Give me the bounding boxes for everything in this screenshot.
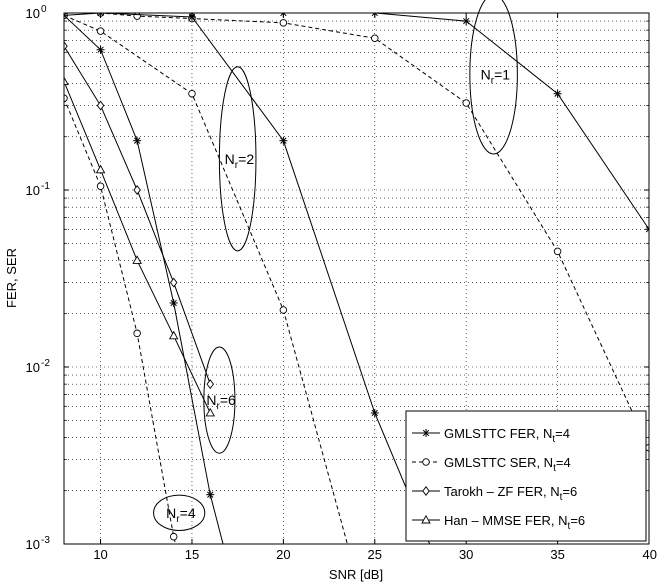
y-tick-label: 10 (26, 537, 40, 552)
series-1-point-marker (553, 247, 562, 256)
legend-marker-2 (422, 486, 430, 496)
series-0-point-marker (279, 13, 288, 17)
series-1-point-marker (462, 99, 470, 107)
series-1-point-marker (279, 19, 288, 27)
legend-label-2: Tarokh – ZF FER, Nt=6 (444, 484, 577, 503)
annotations: Nr=1 Nr=2 Nr=6 Nr=4 (153, 0, 518, 532)
plot-frame (63, 12, 650, 545)
series-7-point-marker (64, 76, 69, 85)
legend-label-3: Han – MMSE FER, Nt=6 (444, 513, 585, 532)
y-tick-exponent: 0 (41, 4, 47, 15)
group-ellipse-3 (153, 494, 206, 532)
series-1-point-marker (371, 34, 379, 43)
series-3-point-marker (188, 89, 196, 98)
y-axis-title: FER, SER (4, 248, 19, 308)
series-0-point-marker (462, 17, 471, 26)
series-0-point-marker (553, 89, 562, 98)
series-7-point-marker (132, 255, 142, 264)
group-label-3: Nr=4 (166, 505, 196, 525)
legend: GMLSTTC FER, Nt=4 GMLSTTC SER, Nt=4 Tarokh… (405, 410, 647, 542)
x-tick-label: 20 (276, 547, 290, 562)
series-6-point-marker (96, 100, 105, 111)
series-2-point-marker (187, 13, 196, 21)
y-tick-label: 10 (26, 360, 40, 375)
group-ellipse-1 (218, 66, 257, 252)
series-2-point-marker (370, 408, 379, 417)
y-tick-exponent: -2 (41, 358, 50, 369)
x-tick-label: 25 (368, 547, 382, 562)
x-tick-label: 40 (643, 547, 657, 562)
y-tick-label: 10 (26, 183, 40, 198)
series-0-point-marker (645, 225, 649, 234)
series-2-point-marker (96, 13, 105, 17)
x-axis-title: SNR [dB] (329, 567, 383, 582)
series-6-point-marker (169, 277, 178, 288)
legend-marker-3 (421, 514, 431, 524)
legend-box (405, 410, 647, 542)
series-7-point-marker (168, 330, 179, 340)
group-label-1: Nr=2 (225, 151, 255, 171)
x-tick-label: 35 (550, 547, 564, 562)
group-ellipse-0 (469, 0, 518, 155)
legend-label-0: GMLSTTC FER, Nt=4 (444, 426, 570, 445)
series-5-point-marker (96, 182, 105, 190)
series-5-point-marker (133, 329, 141, 338)
series-line-4 (64, 14, 224, 544)
x-tick-label: 15 (185, 547, 199, 562)
series-4-point-marker (206, 490, 215, 499)
legend-marker-0 (422, 429, 430, 437)
series-7-point-marker (205, 407, 216, 417)
series-4-point-marker (169, 298, 178, 307)
series-6-point-marker (206, 379, 215, 390)
y-tick-exponent: -1 (41, 181, 50, 192)
x-tick-label: 30 (459, 547, 473, 562)
group-ellipse-2 (203, 346, 236, 454)
series-2-point-marker (279, 136, 288, 145)
series-7-point-marker (95, 164, 106, 174)
y-tick-label: 10 (26, 6, 40, 21)
legend-label-1: GMLSTTC SER, Nt=4 (444, 455, 571, 474)
series-3-point-marker (96, 27, 105, 35)
y-tick-exponent: -3 (41, 535, 50, 546)
x-tick-label: 10 (93, 547, 107, 562)
series-4-point-marker (96, 45, 105, 54)
series-4-point-marker (133, 136, 142, 145)
series-0-point-marker (370, 13, 379, 17)
group-label-0: Nr=1 (481, 66, 511, 86)
legend-marker-1 (422, 458, 430, 466)
series-5-point-marker (169, 532, 178, 541)
group-label-2: Nr=6 (206, 392, 236, 412)
series-6-point-marker (133, 185, 141, 195)
series-line-0 (64, 13, 649, 230)
series-3-point-marker (279, 306, 288, 314)
series-6-point-marker (64, 41, 68, 52)
series-1-point-marker (133, 13, 141, 20)
